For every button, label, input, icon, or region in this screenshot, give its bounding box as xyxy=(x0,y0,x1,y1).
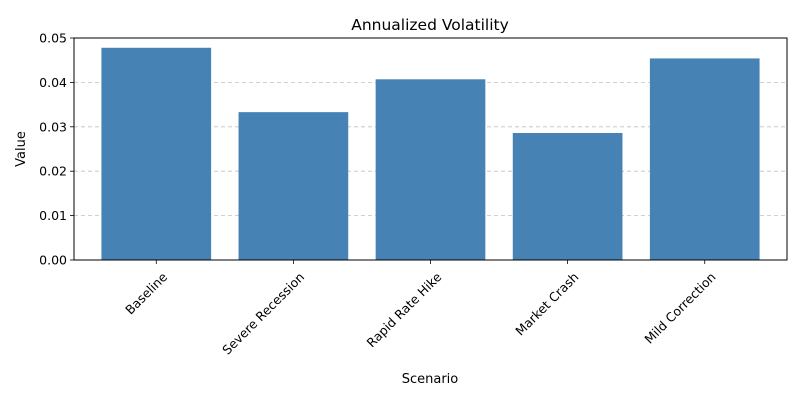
y-axis-ticks: 0.00 0.01 0.02 0.03 0.04 0.05 xyxy=(39,31,74,268)
bar xyxy=(238,112,349,260)
x-tick-label: Market Crash xyxy=(512,269,581,338)
bar xyxy=(101,47,212,260)
x-tick-label: Severe Recession xyxy=(219,269,307,357)
y-tick-label: 0.03 xyxy=(39,119,67,134)
chart-title: Annualized Volatility xyxy=(351,16,509,34)
y-tick-label: 0.04 xyxy=(39,75,67,90)
x-axis-ticks: Baseline Severe Recession Rapid Rate Hike M… xyxy=(122,260,719,357)
bar xyxy=(375,79,486,261)
x-axis-title: Scenario xyxy=(402,372,459,387)
x-tick-label: Rapid Rate Hike xyxy=(364,269,445,350)
y-tick-label: 0.05 xyxy=(39,31,67,46)
bar xyxy=(649,58,760,261)
y-axis-title: Value xyxy=(14,131,29,167)
x-tick-label: Mild Correction xyxy=(641,269,718,346)
y-tick-label: 0.02 xyxy=(39,164,67,179)
bar xyxy=(512,133,623,260)
y-tick-label: 0.00 xyxy=(39,253,67,268)
x-tick-label: Baseline xyxy=(122,269,170,317)
bars xyxy=(101,47,760,261)
y-tick-label: 0.01 xyxy=(39,208,67,223)
